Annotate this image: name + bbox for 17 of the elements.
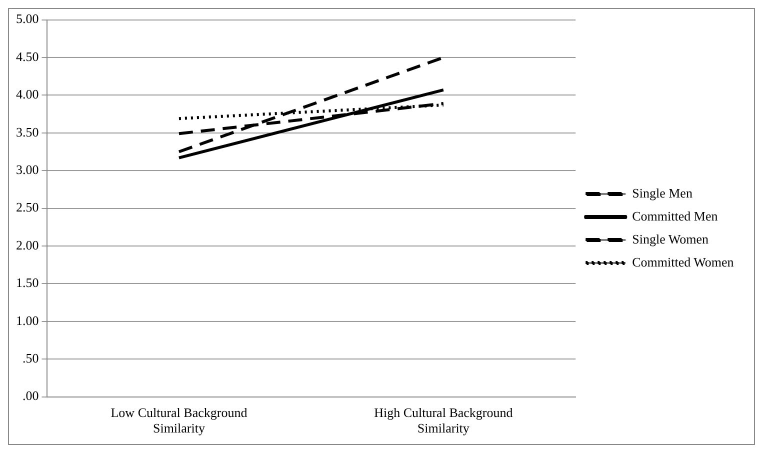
y-tick-label: 1.50 [16, 275, 39, 290]
y-tick-label: 5.00 [16, 11, 39, 26]
y-tick-label: 3.00 [16, 162, 39, 178]
y-tick-label: .50 [22, 350, 39, 366]
y-tick-label: .00 [22, 388, 39, 404]
legend-label: Single Women [632, 231, 709, 246]
legend-label: Committed Men [632, 208, 718, 224]
y-tick-label: 3.50 [16, 124, 39, 140]
y-tick-label: 1.00 [16, 312, 39, 328]
x-tick-label: Low Cultural Background Similarity [110, 405, 248, 436]
legend-label: Single Men [632, 185, 693, 200]
x-tick-label: High Cultural Background Similarity [374, 405, 514, 436]
y-tick-label: 2.00 [16, 237, 39, 252]
y-tick-label: 4.50 [16, 48, 39, 64]
legend-label: Committed Women [632, 254, 734, 270]
y-tick-label: 2.50 [16, 200, 39, 215]
y-tick-label: 4.00 [16, 86, 39, 102]
